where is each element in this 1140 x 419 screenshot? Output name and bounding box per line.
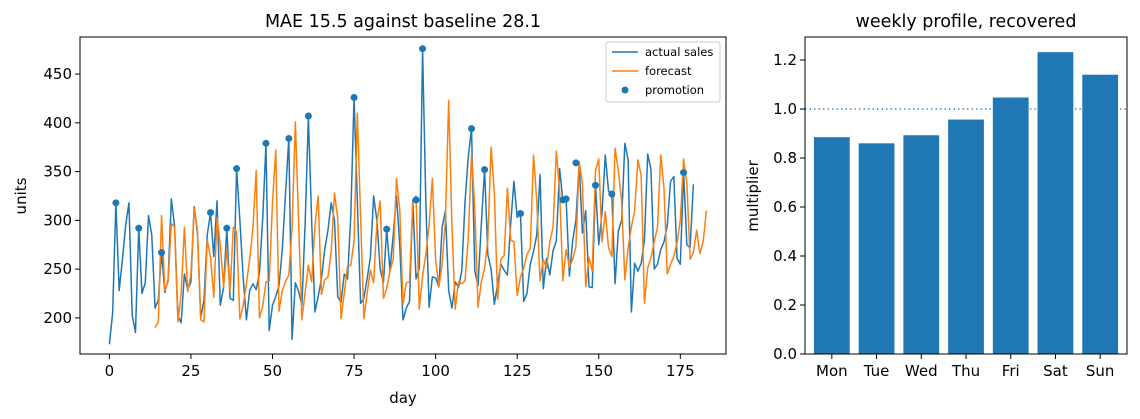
weekday-bar [858,143,895,354]
x-tick-label: 150 [584,362,613,380]
x-tick-label: Mon [816,362,848,380]
promotion-point [135,224,143,232]
legend-frame [605,41,721,103]
x-tick-label: 75 [345,362,364,380]
weekday-bar [948,119,984,354]
promotion-point [233,165,241,173]
y-tick-label: 400 [43,114,72,132]
promotion-point [112,199,120,207]
promotion-point [591,181,599,189]
y-tick-label: 0.4 [773,247,797,265]
promotion-point [562,195,570,203]
y-tick-label: 450 [43,65,72,83]
x-tick-label: Wed [905,362,938,380]
promotion-point [481,166,489,174]
forecast-line [154,99,708,329]
y-tick-label: 1.2 [773,51,797,69]
right-chart-title: weekly profile, recovered [856,12,1077,32]
promotion-point [680,169,688,177]
x-tick-label: 50 [263,362,282,380]
left-chart-title: MAE 15.5 against baseline 28.1 [265,12,541,32]
promotion-point [207,209,215,217]
promotion-point [304,112,312,120]
promotion-point [572,159,580,167]
y-tick-label: 0.8 [773,149,797,167]
promotion-point [468,125,476,133]
promotion-point [608,190,616,198]
x-tick-label: 100 [421,362,450,380]
y-tick-label: 0.2 [773,296,797,314]
right-y-ticks: 0.0 0.2 0.4 0.6 0.8 1.0 1.2 [773,51,805,363]
legend-forecast-label: forecast [645,64,692,78]
promotion-point [350,93,358,101]
legend-actual-label: actual sales [645,45,713,59]
left-y-ticks: 200 250 300 350 400 450 [43,65,80,327]
x-tick-label: Tue [863,362,890,380]
weekday-bar [992,97,1029,354]
left-axes-frame [79,36,727,355]
y-tick-label: 350 [43,163,72,181]
y-tick-label: 0.0 [773,345,797,363]
x-tick-label: 125 [503,362,532,380]
sales-forecast-panel: MAE 15.5 against baseline 28.1 0 25 50 75 10… [12,12,727,407]
x-tick-label: 0 [105,362,115,380]
x-tick-label: Fri [1002,362,1020,380]
promotion-point [419,45,427,53]
promotion-point [223,224,231,232]
weekly-profile-panel: weekly profile, recovered Mon Tue Wed Thu Fr… [744,12,1128,380]
x-tick-label: 25 [181,362,200,380]
x-tick-label: Sun [1086,362,1115,380]
promotion-point [516,210,524,218]
left-x-axis-label: day [389,389,417,407]
right-x-ticks: Mon Tue Wed Thu Fri Sat Sun [816,354,1114,380]
left-x-ticks: 0 25 50 75 100 125 150 175 [105,354,695,380]
promotion-point [383,225,391,233]
y-tick-label: 250 [43,260,72,278]
promotion-point [262,139,270,147]
weekday-bar [813,137,850,354]
right-y-axis-label: multiplier [744,159,762,231]
y-tick-label: 0.6 [773,198,797,216]
x-tick-label: Sat [1043,362,1068,380]
promotion-point [285,134,293,142]
promotion-point [158,249,166,257]
left-plot-area [108,45,708,345]
weekday-bar [903,135,940,354]
weekday-bar [1037,52,1074,354]
y-tick-label: 1.0 [773,100,797,118]
right-plot-area [805,52,1127,354]
weekday-bar [1082,74,1119,354]
legend-promotion-label: promotion [645,83,704,97]
legend: actual sales forecast promotion [605,41,721,103]
legend-promotion-swatch [621,86,629,94]
left-y-axis-label: units [12,177,30,214]
x-tick-label: 175 [666,362,695,380]
y-tick-label: 300 [43,211,72,229]
promotion-point [412,196,420,204]
x-tick-label: Thu [951,362,980,380]
y-tick-label: 200 [43,309,72,327]
